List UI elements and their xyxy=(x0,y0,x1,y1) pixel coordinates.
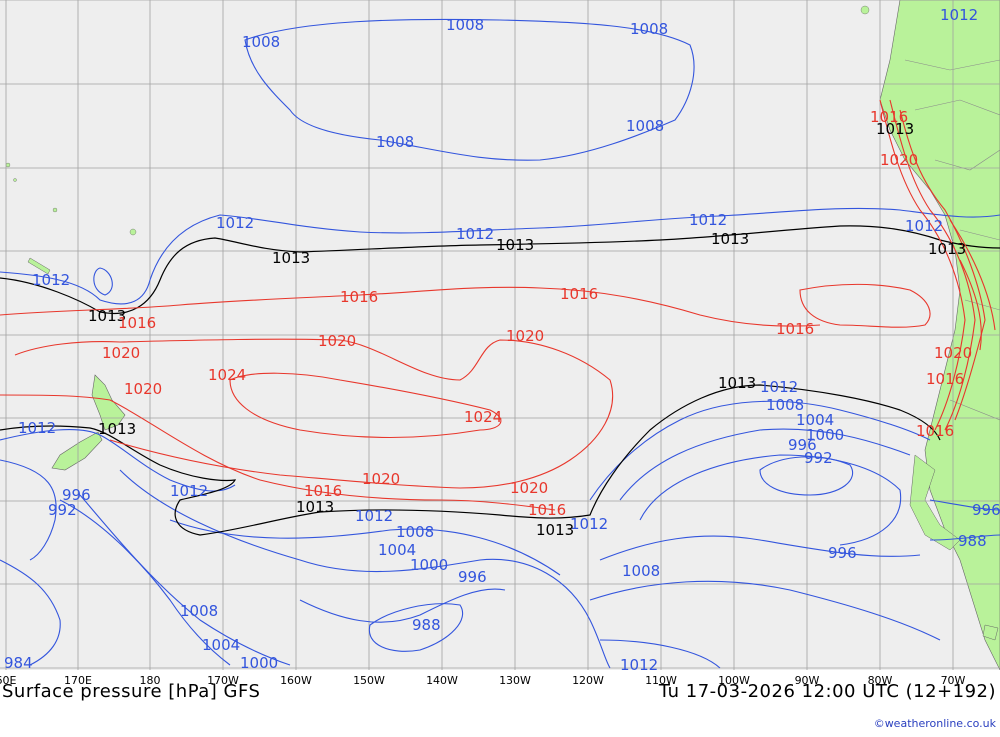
isobar-label-1013: 1013 xyxy=(928,240,966,258)
isobars-high xyxy=(0,99,996,511)
isobar-label-1016: 1016 xyxy=(916,422,954,440)
isobar-label-1008: 1008 xyxy=(766,396,804,414)
land-new-caledonia xyxy=(27,257,51,275)
isobar-label-1008: 1008 xyxy=(242,33,280,51)
isobar-label-1012: 1012 xyxy=(940,6,978,24)
lon-label: 180 xyxy=(140,674,161,687)
lon-label: 130W xyxy=(499,674,531,687)
isobar-label-1012: 1012 xyxy=(18,419,56,437)
isobar-label-1012: 1012 xyxy=(355,507,393,525)
isobar-label-1020: 1020 xyxy=(362,470,400,488)
isobar-label-1020: 1020 xyxy=(934,344,972,362)
lon-label: 90W xyxy=(795,674,820,687)
isobar-label-1020: 1020 xyxy=(506,327,544,345)
isobar-label-1013: 1013 xyxy=(711,230,749,248)
isobar-label-1016: 1016 xyxy=(118,314,156,332)
isobar-label-1008: 1008 xyxy=(180,602,218,620)
land-small-islands xyxy=(5,5,870,236)
isobar-label-1012: 1012 xyxy=(456,225,494,243)
isobars-standard xyxy=(0,225,1000,536)
lon-label: 160W xyxy=(280,674,312,687)
lon-label: 100W xyxy=(718,674,750,687)
lon-label: 150W xyxy=(353,674,385,687)
land-patagonia-islands xyxy=(909,454,961,551)
land-south-america xyxy=(879,0,1000,671)
lon-label: 70W xyxy=(941,674,966,687)
land-borders xyxy=(904,59,1000,421)
isobar-label-1004: 1004 xyxy=(796,411,834,429)
isobar-label-1013: 1013 xyxy=(98,420,136,438)
isobar-label-1012: 1012 xyxy=(32,271,70,289)
isobar-label-996: 996 xyxy=(62,486,91,504)
isobar-label-1020: 1020 xyxy=(102,344,140,362)
lon-label: 170W xyxy=(207,674,239,687)
isobar-label-1012: 1012 xyxy=(689,211,727,229)
isobar-label-1004: 1004 xyxy=(202,636,240,654)
lon-label: 140W xyxy=(426,674,458,687)
isobar-label-1020: 1020 xyxy=(318,332,356,350)
isobar-label-1024: 1024 xyxy=(208,366,246,384)
isobar-label-1012: 1012 xyxy=(905,217,943,235)
isobar-label-1000: 1000 xyxy=(240,654,278,672)
isobar-label-1000: 1000 xyxy=(806,426,844,444)
lon-label: 110W xyxy=(645,674,677,687)
isobar-label-1012: 1012 xyxy=(570,515,608,533)
isobar-label-992: 992 xyxy=(804,449,833,467)
isobar-label-1016: 1016 xyxy=(560,285,598,303)
isobar-label-1013: 1013 xyxy=(536,521,574,539)
isobar-label-996: 996 xyxy=(458,568,487,586)
isobar-label-1012: 1012 xyxy=(170,482,208,500)
lon-label: 170E xyxy=(64,674,92,687)
land-nz-north xyxy=(91,374,126,431)
isobar-label-1020: 1020 xyxy=(880,151,918,169)
isobar-label-1013: 1013 xyxy=(272,249,310,267)
lon-label: 80W xyxy=(868,674,893,687)
lon-label: 60E xyxy=(0,674,17,687)
isobar-label-1008: 1008 xyxy=(446,16,484,34)
isobar-label-1013: 1013 xyxy=(496,236,534,254)
isobar-label-1008: 1008 xyxy=(376,133,414,151)
isobar-label-1012: 1012 xyxy=(620,656,658,674)
isobar-label-1008: 1008 xyxy=(396,523,434,541)
isobar-label-1016: 1016 xyxy=(304,482,342,500)
map-title: Surface pressure [hPa] GFS xyxy=(2,681,260,702)
isobar-label-1016: 1016 xyxy=(926,370,964,388)
isobar-label-984: 984 xyxy=(4,654,33,672)
isobars-low xyxy=(0,18,1000,669)
land-falklands xyxy=(982,624,999,641)
isobar-label-1013: 1013 xyxy=(876,120,914,138)
valid-time: Tu 17-03-2026 12:00 UTC (12+192) xyxy=(658,681,996,702)
isobar-label-988: 988 xyxy=(958,532,987,550)
isobar-label-988: 988 xyxy=(412,616,441,634)
isobar-label-1016: 1016 xyxy=(340,288,378,306)
isobar-label-1012: 1012 xyxy=(760,378,798,396)
isobar-label-1013: 1013 xyxy=(296,498,334,516)
isobar-label-1000: 1000 xyxy=(410,556,448,574)
land-nz-south xyxy=(51,431,103,471)
isobar-label-1024: 1024 xyxy=(464,408,502,426)
credit-link[interactable]: ©weatheronline.co.uk xyxy=(874,717,997,730)
isobar-label-1008: 1008 xyxy=(626,117,664,135)
isobar-label-1012: 1012 xyxy=(216,214,254,232)
isobar-label-1016: 1016 xyxy=(870,108,908,126)
lon-label: 120W xyxy=(572,674,604,687)
isobar-label-1016: 1016 xyxy=(776,320,814,338)
isobar-label-1020: 1020 xyxy=(124,380,162,398)
footer-bar xyxy=(0,670,1000,733)
isobar-label-1013: 1013 xyxy=(718,374,756,392)
isobar-label-1016: 1016 xyxy=(528,501,566,519)
isobar-label-1008: 1008 xyxy=(630,20,668,38)
isobar-label-996: 996 xyxy=(828,544,857,562)
isobar-label-1008: 1008 xyxy=(622,562,660,580)
isobar-label-1004: 1004 xyxy=(378,541,416,559)
isobar-label-996: 996 xyxy=(972,501,1000,519)
isobar-label-996: 996 xyxy=(788,436,817,454)
isobar-label-992: 992 xyxy=(48,501,77,519)
isobar-label-1013: 1013 xyxy=(88,307,126,325)
isobar-label-1020: 1020 xyxy=(510,479,548,497)
